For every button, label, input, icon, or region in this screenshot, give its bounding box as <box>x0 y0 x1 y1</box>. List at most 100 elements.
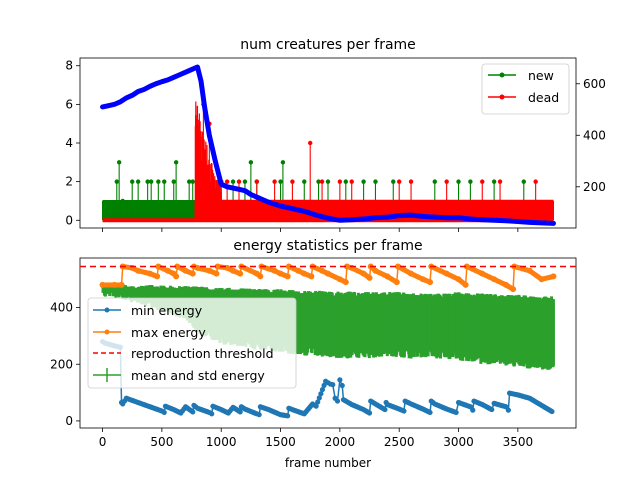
dead-marker <box>224 179 230 184</box>
bottom-axes: 0 500 1000 1500 2000 2500 3000 3500 0 200 400 <box>50 301 533 449</box>
max-energy-marker <box>236 270 242 276</box>
dead-marker <box>408 179 414 184</box>
legend-dead-label: dead <box>528 90 559 105</box>
dead-marker <box>497 179 503 184</box>
new-marker <box>468 179 473 184</box>
x-tick-label: 2000 <box>325 435 356 449</box>
new-marker <box>242 179 248 184</box>
min-energy-marker <box>470 407 476 413</box>
max-energy-marker <box>341 278 347 284</box>
new-marker <box>173 160 179 165</box>
dead-marker <box>308 140 313 146</box>
legend-max-energy-marker <box>104 329 110 335</box>
new-marker <box>456 179 461 184</box>
legend-threshold-label: reproduction threshold <box>131 346 274 361</box>
y-tick-label: 0 <box>65 414 73 428</box>
max-energy-marker <box>426 278 432 285</box>
new-marker <box>316 179 321 184</box>
new-marker <box>491 179 497 184</box>
legend-new-marker <box>499 72 505 78</box>
new-marker <box>343 179 348 184</box>
dead-marker <box>480 179 485 184</box>
bottom-chart-panel: energy statistics per frame 0 500 1000 1500… <box>50 238 577 470</box>
min-energy-marker <box>161 409 167 416</box>
dead-marker <box>272 179 277 184</box>
new-marker <box>361 179 366 184</box>
new-marker <box>130 179 135 184</box>
bottom-plot-frame <box>79 257 577 429</box>
max-energy-marker <box>117 282 123 288</box>
legend-dead-marker <box>499 94 505 100</box>
new-marker <box>116 160 122 165</box>
y-tick-label: 400 <box>50 301 73 315</box>
top-legend-box <box>481 63 570 115</box>
min-energy-marker <box>366 410 373 416</box>
new-marker <box>162 179 167 184</box>
min-energy-marker <box>209 411 215 417</box>
min-energy-marker <box>505 407 511 413</box>
top-legend: new dead <box>481 63 570 115</box>
dead-marker <box>337 179 343 184</box>
top-chart-title: num creatures per frame <box>240 37 416 53</box>
min-energy-marker <box>256 412 262 418</box>
min-energy-marker <box>237 409 243 415</box>
new-marker <box>171 179 176 184</box>
x-tick-label: 3000 <box>443 435 474 449</box>
new-marker <box>278 179 283 184</box>
x-tick-label: 500 <box>150 435 173 449</box>
legend-max-energy-label: max energy <box>131 325 206 340</box>
bottom-x-axis-label: frame number <box>285 456 371 470</box>
max-energy-marker <box>153 273 159 279</box>
top-plot-area <box>100 64 556 226</box>
max-energy-marker <box>283 273 289 279</box>
dead-marker <box>349 179 354 184</box>
new-marker <box>148 179 154 184</box>
new-marker <box>432 179 437 184</box>
top-chart-panel: num creatures per frame 0 2 4 6 8 200 400 600 n… <box>65 37 606 232</box>
legend-new-label: new <box>528 68 554 83</box>
max-energy-marker <box>365 274 371 280</box>
new-marker <box>373 179 378 184</box>
new-marker <box>135 179 141 184</box>
max-energy-marker <box>549 274 555 280</box>
min-energy-marker <box>319 386 326 393</box>
dead-marker <box>533 179 538 184</box>
max-energy-marker <box>509 285 515 291</box>
new-marker <box>190 179 195 184</box>
dead-marker <box>236 179 242 184</box>
y2-tick-label: 400 <box>583 128 606 142</box>
new-marker <box>391 179 396 184</box>
dead-marker <box>396 179 402 184</box>
legend-min-energy-marker <box>104 307 110 313</box>
min-energy-marker <box>190 409 196 415</box>
y-tick-label: 4 <box>65 136 73 150</box>
y-tick-label: 200 <box>50 357 73 371</box>
y2-tick-label: 200 <box>583 180 606 194</box>
min-energy-marker <box>337 377 343 383</box>
bottom-legend-box <box>87 297 297 389</box>
max-energy-marker <box>212 270 218 276</box>
min-energy-marker <box>453 409 459 416</box>
min-energy-marker <box>330 382 336 388</box>
dead-marker <box>444 179 449 184</box>
x-tick-label: 3500 <box>503 435 534 449</box>
top-axes: 0 2 4 6 8 200 400 600 <box>65 59 606 232</box>
x-tick-label: 2500 <box>384 435 415 449</box>
min-energy-marker <box>313 403 319 409</box>
y-tick-label: 6 <box>65 97 73 111</box>
min-energy-marker <box>315 399 321 405</box>
population-line <box>100 64 556 226</box>
new-marker <box>248 160 254 165</box>
bottom-legend: min energy max energy reproduction thres… <box>87 297 297 389</box>
new-marker <box>521 179 526 184</box>
new-marker <box>280 160 286 165</box>
new-marker <box>230 179 236 184</box>
max-energy-marker <box>461 281 467 287</box>
min-energy-marker <box>334 398 341 404</box>
dead-marker <box>290 179 295 184</box>
x-tick-label: 0 <box>99 435 107 449</box>
legend-mean-std-label: mean and std energy <box>131 368 265 383</box>
max-energy-marker <box>188 270 194 276</box>
min-energy-marker <box>489 406 495 413</box>
